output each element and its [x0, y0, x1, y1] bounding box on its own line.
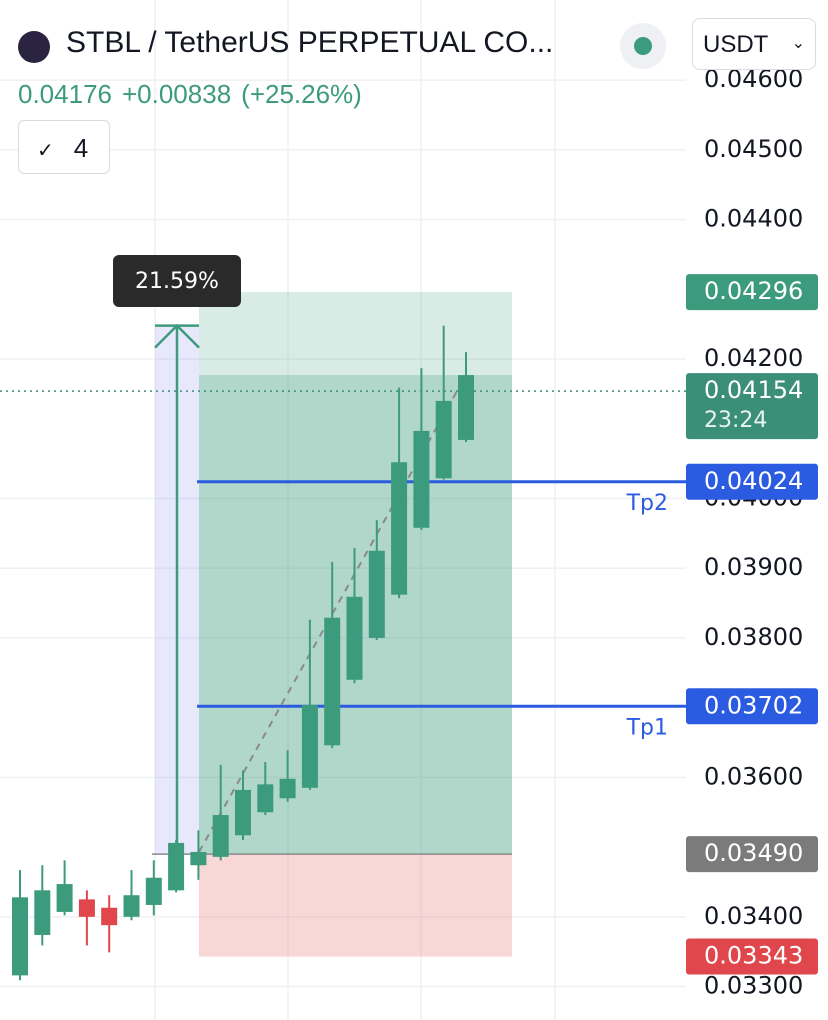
candle-body: [235, 789, 251, 836]
level-label: 0.03490: [704, 839, 803, 867]
candle-body: [145, 877, 162, 905]
candle-body: [368, 550, 385, 638]
interval: 4: [73, 133, 89, 163]
measure-label: 21.59%: [135, 269, 219, 294]
candle-body: [391, 462, 408, 595]
candle-body: [190, 851, 207, 866]
symbol-icon: [18, 31, 50, 63]
candle-body: [279, 778, 296, 799]
tp-label: Tp1: [626, 715, 668, 740]
level-label: 0.04296: [704, 277, 803, 305]
measure-badge: [113, 255, 241, 307]
stop-zone: [199, 854, 512, 957]
y-tick-label: 0.03900: [704, 553, 803, 581]
candle-body: [78, 899, 95, 917]
candle-body: [257, 784, 274, 813]
candle-body: [101, 907, 118, 926]
price-row: 0.04176 +0.00838 (+25.26%): [18, 79, 372, 110]
level-badge: [686, 274, 818, 311]
chart-title[interactable]: STBL / TetherUS PERPETUAL CO...: [66, 26, 554, 59]
countdown: 23:24: [704, 408, 767, 433]
y-tick-label: 0.03800: [704, 623, 803, 651]
level-badge: [686, 463, 818, 500]
level-badge: [686, 938, 818, 975]
level-badge: [686, 836, 818, 873]
y-tick-label: 0.03400: [704, 902, 803, 930]
candle-body: [34, 890, 51, 935]
candle-body: [346, 596, 363, 680]
currency-select[interactable]: USDT ⌄: [692, 18, 816, 70]
tp-label: Tp2: [626, 491, 668, 516]
candle-body: [168, 842, 185, 891]
candle-body: [56, 884, 73, 912]
candle-body: [413, 430, 430, 528]
y-tick-label: 0.04200: [704, 344, 803, 372]
last-price: 0.04176: [18, 79, 112, 109]
level-label: 0.04024: [704, 467, 803, 495]
level-label: 0.03343: [704, 942, 803, 970]
candle-body: [12, 897, 28, 976]
level-badge: [686, 688, 818, 725]
candle-body: [301, 704, 318, 788]
level-badge: [686, 373, 818, 440]
y-tick-label: 0.04500: [704, 135, 803, 163]
candle-body: [212, 815, 229, 857]
level-label: 0.04154: [704, 376, 803, 404]
candle-body: [123, 895, 140, 917]
change: +0.00838: [121, 79, 232, 109]
status-dot: [634, 37, 652, 55]
candle-body: [435, 400, 452, 479]
change-pct: (+25.26%): [241, 79, 362, 109]
y-tick-label: 0.03300: [704, 972, 803, 1000]
interval-select[interactable]: ✓︎ 4: [18, 120, 110, 174]
chevron: ⌄: [791, 35, 805, 52]
y-tick-label: 0.04400: [704, 205, 803, 233]
y-tick-label: 0.03600: [704, 762, 803, 790]
candle-body: [324, 617, 341, 746]
candle-body: [458, 375, 474, 440]
currency: USDT: [703, 31, 769, 58]
chevron: ✓︎: [37, 140, 54, 162]
level-label: 0.03702: [704, 691, 803, 719]
